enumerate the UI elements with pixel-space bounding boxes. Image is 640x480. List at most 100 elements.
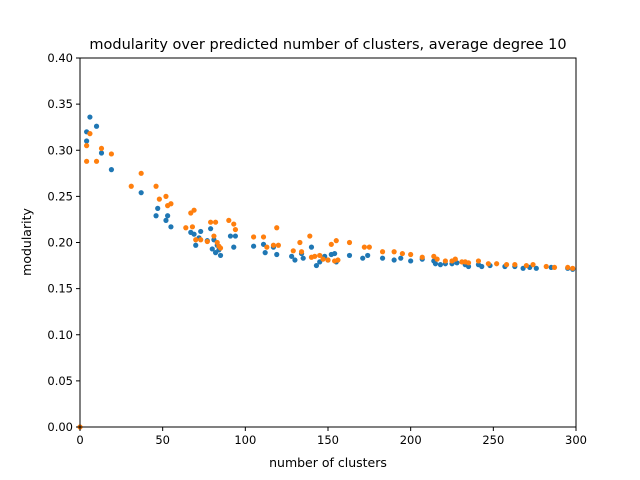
scatter-point-s1-51 [398,255,404,261]
scatter-point-s1-10 [163,217,169,223]
scatter-point-s1-9 [155,205,161,211]
x-tick-label: 0 [76,433,83,447]
scatter-point-s2-55 [399,250,405,257]
scatter-point-s2-8 [128,183,134,189]
scatter-point-s1-37 [300,255,306,261]
scatter-point-s1-44 [332,250,338,257]
scatter-point-s1-47 [360,255,366,261]
scatter-point-s2-11 [156,196,162,202]
y-tick-label: 0.15 [47,282,73,296]
scatter-point-s1-50 [391,257,397,263]
scatter-point-s1-29 [251,243,257,249]
scatter-point-s2-29 [231,221,237,227]
scatter-point-s2-42 [312,253,318,259]
scatter-point-s1-5 [98,150,105,156]
scatter-point-s1-8 [153,213,159,219]
scatter-point-s2-70 [512,262,518,268]
scatter-point-s2-44 [320,256,326,262]
scatter-point-s2-14 [168,201,174,207]
scatter-point-s2-21 [204,238,210,245]
x-tick-label: 200 [400,433,422,447]
scatter-point-s2-7 [108,151,115,157]
scatter-point-s1-15 [193,242,199,248]
y-tick-label: 0.25 [47,189,73,203]
scatter-point-s1-7 [138,190,144,196]
scatter-point-s2-18 [191,207,197,213]
scatter-point-s1-28 [232,233,239,239]
plot-frame [79,57,577,428]
scatter-point-s1-39 [313,262,320,269]
y-tick-label: 0.35 [47,97,73,111]
scatter-point-s2-73 [543,263,549,270]
scatter-point-s1-61 [465,263,472,270]
scatter-point-s1-56 [437,262,444,268]
scatter-point-s2-51 [361,244,367,250]
scatter-point-s2-6 [98,145,105,152]
scatter-point-s2-72 [530,262,536,268]
scatter-point-s2-19 [193,237,199,243]
scatter-point-s2-49 [335,257,341,263]
x-tick-label: 150 [317,433,339,447]
scatter-point-s1-31 [262,250,268,256]
scatter-point-s2-71 [523,262,530,269]
scatter-point-s2-57 [419,254,425,260]
scatter-point-s1-33 [274,251,280,258]
scatter-point-s2-40 [307,233,313,239]
scatter-point-s2-32 [260,234,267,240]
scatter-point-s2-69 [503,262,510,268]
scatter-point-s2-39 [298,249,305,255]
scatter-point-s1-4 [93,123,100,129]
x-axis-label: number of clusters [269,455,387,470]
scatter-point-s2-2 [84,158,90,164]
scatter-point-s1-69 [533,265,539,271]
scatter-point-s1-2 [84,138,90,144]
scatter-point-s2-34 [270,242,277,248]
scatter-point-s2-74 [551,264,558,271]
x-tick-label: 250 [482,433,504,447]
y-tick-label: 0.30 [47,143,73,157]
scatter-point-s1-35 [292,257,298,263]
scatter-point-s1-3 [87,114,93,120]
scatter-point-s2-36 [275,242,281,248]
scatter-point-s2-62 [452,256,458,262]
scatter-point-s1-27 [231,244,237,250]
data-points [77,114,576,430]
scatter-point-s1-52 [408,258,414,264]
scatter-point-s1-49 [379,255,386,261]
scatter-point-s2-28 [226,217,232,223]
scatter-point-s2-15 [183,225,189,231]
scatter-point-s2-9 [138,170,144,176]
scatter-point-s2-23 [211,233,217,239]
scatter-point-s2-60 [442,258,448,264]
y-tick-label: 0.40 [47,51,73,65]
scatter-point-s2-4 [87,131,93,137]
scatter-point-s2-43 [317,252,323,259]
scatter-point-s2-50 [346,239,353,246]
scatter-point-s1-38 [308,244,315,250]
y-axis-label: modularity [19,208,34,276]
scatter-point-s1-26 [227,233,234,239]
scatter-point-s1-14 [191,231,197,237]
scatter-point-s2-33 [264,244,270,250]
scatter-point-s2-27 [217,245,224,251]
x-tick-label: 300 [565,433,587,447]
scatter-point-s2-45 [325,257,331,263]
scatter-point-s2-35 [274,225,280,231]
scatter-point-s2-3 [84,143,90,149]
y-tick-label: 0.20 [47,236,73,250]
scatter-point-s2-30 [232,226,239,233]
scatter-point-s2-20 [198,237,204,243]
scatter-point-s2-67 [485,261,491,267]
scatter-point-s2-76 [570,265,576,271]
scatter-point-s2-31 [251,234,257,240]
scatter-point-s2-52 [366,244,372,250]
scatter-point-s2-5 [93,158,100,164]
x-tick-label: 50 [155,433,170,447]
scatter-point-s2-22 [208,219,214,225]
y-axis-ticks: 0.00 0.05 0.10 0.15 0.20 0.25 0.30 0.35 0.40 [47,51,80,434]
scatter-point-s2-48 [333,238,339,244]
y-tick-label: 0.00 [47,420,73,434]
scatter-point-s2-65 [465,260,472,266]
scatter-point-s2-75 [565,264,571,271]
